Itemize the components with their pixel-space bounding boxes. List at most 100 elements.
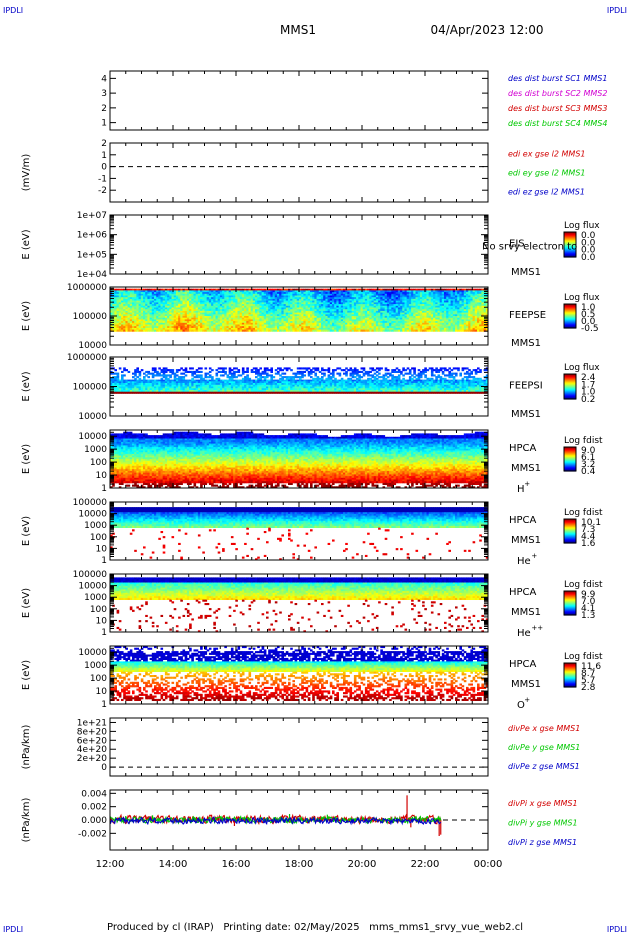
spectrogram-pixel — [204, 321, 208, 324]
spectrogram-pixel — [389, 316, 392, 319]
spectrogram-pixel — [112, 312, 115, 315]
spectrogram-pixel — [261, 327, 265, 330]
spectrogram-pixel — [189, 304, 192, 307]
spectrogram-pixel — [450, 326, 454, 329]
spectrogram-pixel — [118, 316, 122, 319]
spectrogram-pixel — [204, 307, 208, 310]
spectrogram-pixel — [244, 309, 247, 312]
spectrogram-pixel — [244, 304, 247, 307]
spectrogram-pixel — [329, 302, 333, 305]
spectrogram-pixel — [441, 293, 445, 296]
spectrogram-pixel — [175, 321, 179, 324]
spectrogram-pixel — [329, 297, 333, 300]
spectrogram-pixel — [455, 302, 458, 305]
spectrogram-pixel — [189, 288, 192, 291]
spectrogram-pixel — [171, 317, 175, 320]
spectrogram-pixel — [184, 317, 188, 320]
spectrogram-pixel — [360, 307, 364, 310]
spectrogram-pixel — [285, 324, 289, 327]
spectrogram-pixel — [127, 370, 131, 373]
spectrogram-pixel — [463, 305, 467, 308]
spectrogram-pixel — [250, 324, 254, 327]
spectrogram-pixel — [132, 310, 135, 313]
spectrogram-pixel — [382, 324, 386, 327]
spectrogram-pixel — [123, 326, 126, 329]
spectrogram-pixel — [373, 298, 377, 301]
spectrogram-pixel — [349, 326, 353, 329]
spectrogram-pixel — [145, 312, 148, 315]
spectrogram-pixel — [380, 297, 383, 300]
spectrogram-pixel — [123, 329, 126, 332]
spectrogram-pixel — [299, 297, 302, 300]
spectrogram-pixel — [351, 314, 355, 317]
spectrogram-pixel — [248, 314, 252, 317]
spectrogram-pixel — [132, 312, 135, 315]
spectrogram-pixel — [118, 367, 122, 370]
spectrogram-pixel — [452, 295, 456, 298]
spectrogram-pixel — [224, 307, 227, 310]
spectrogram-pixel — [257, 288, 260, 291]
spectrogram-pixel — [270, 302, 273, 305]
spectrogram-pixel — [373, 292, 377, 295]
spectrogram-pixel — [250, 319, 254, 322]
spectrogram-pixel — [455, 322, 458, 325]
spectrogram-pixel — [318, 321, 322, 324]
spectrogram-pixel — [261, 316, 265, 319]
spectrogram-pixel — [444, 309, 447, 312]
spectrogram-pixel — [441, 302, 445, 305]
spectrogram-pixel — [347, 324, 350, 327]
spectrogram-pixel — [450, 314, 454, 317]
spectrogram-pixel — [310, 300, 313, 303]
spectrogram-pixel — [189, 324, 192, 327]
spectrogram-pixel — [123, 292, 126, 295]
spectrogram-pixel — [466, 302, 469, 305]
spectrogram-pixel — [430, 314, 434, 317]
spectrogram-pixel — [180, 326, 183, 329]
spectrogram-pixel — [186, 307, 190, 310]
spectrogram-pixel — [343, 290, 346, 293]
spectrogram-pixel — [299, 298, 302, 301]
spectrogram-pixel — [371, 317, 375, 320]
spectrogram-pixel — [463, 314, 467, 317]
spectrogram-pixel — [189, 305, 192, 308]
spectrogram-pixel — [364, 329, 368, 332]
spectrogram-pixel — [397, 292, 401, 295]
spectrogram-pixel — [123, 321, 126, 324]
spectrogram-pixel — [167, 304, 170, 307]
spectrogram-pixel — [402, 327, 405, 330]
spectrogram-pixel — [415, 326, 419, 329]
spectrogram-pixel — [151, 288, 155, 291]
spectrogram-pixel — [143, 288, 146, 291]
spectrogram-pixel — [413, 302, 416, 305]
spectrogram-pixel — [281, 288, 284, 291]
spectrogram-pixel — [219, 310, 223, 313]
spectrogram-pixel — [349, 290, 353, 293]
spectrogram-pixel — [151, 300, 155, 303]
spectrogram-pixel — [288, 316, 291, 319]
spectrogram-pixel — [118, 322, 122, 325]
spectrogram-pixel — [395, 290, 399, 293]
spectrogram-pixel — [364, 292, 368, 295]
spectrogram-pixel — [290, 316, 293, 319]
spectrogram-pixel — [138, 326, 142, 329]
spectrogram-pixel — [169, 310, 172, 313]
spectrogram-pixel — [415, 316, 419, 319]
spectrogram-pixel — [327, 297, 331, 300]
spectrogram-pixel — [127, 321, 131, 324]
spectrogram-pixel — [417, 302, 421, 305]
spectrogram-pixel — [266, 326, 269, 329]
spectrogram-pixel — [134, 300, 137, 303]
spectrogram-pixel — [327, 307, 331, 310]
spectrogram-pixel — [369, 305, 372, 308]
spectrogram-pixel — [360, 292, 364, 295]
spectrogram-pixel — [180, 307, 183, 310]
spectrogram-pixel — [285, 288, 289, 291]
spectrogram-pixel — [233, 305, 236, 308]
spectrogram-pixel — [252, 317, 256, 320]
spectrogram-pixel — [184, 307, 188, 310]
spectrogram-pixel — [175, 309, 179, 312]
spectrogram-pixel — [430, 327, 434, 330]
spectrogram-pixel — [351, 307, 355, 310]
spectrogram-pixel — [430, 316, 434, 319]
spectrogram-pixel — [154, 304, 157, 307]
